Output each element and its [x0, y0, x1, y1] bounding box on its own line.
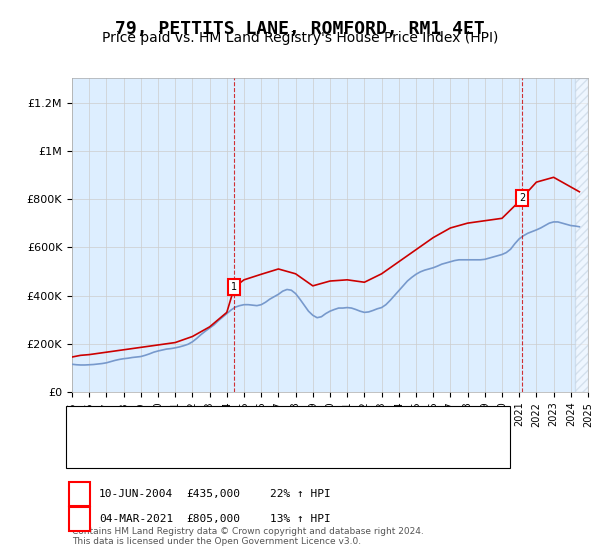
- Text: 79, PETTITS LANE, ROMFORD, RM1 4ET: 79, PETTITS LANE, ROMFORD, RM1 4ET: [115, 20, 485, 38]
- Text: £435,000: £435,000: [186, 489, 240, 499]
- Text: 2: 2: [519, 193, 525, 203]
- Bar: [575, 78, 588, 392]
- Text: 13% ↑ HPI: 13% ↑ HPI: [270, 514, 331, 524]
- Text: 22% ↑ HPI: 22% ↑ HPI: [270, 489, 331, 499]
- Text: Price paid vs. HM Land Registry's House Price Index (HPI): Price paid vs. HM Land Registry's House …: [102, 31, 498, 45]
- Text: 2: 2: [76, 514, 83, 524]
- Text: 1: 1: [76, 489, 83, 499]
- Text: 79, PETTITS LANE, ROMFORD, RM1 4ET (detached house): 79, PETTITS LANE, ROMFORD, RM1 4ET (deta…: [114, 420, 412, 430]
- Text: 10-JUN-2004: 10-JUN-2004: [99, 489, 173, 499]
- Text: £805,000: £805,000: [186, 514, 240, 524]
- Text: Contains HM Land Registry data © Crown copyright and database right 2024.
This d: Contains HM Land Registry data © Crown c…: [72, 526, 424, 546]
- Text: HPI: Average price, detached house, Havering: HPI: Average price, detached house, Have…: [114, 441, 354, 451]
- Text: 04-MAR-2021: 04-MAR-2021: [99, 514, 173, 524]
- Text: 1: 1: [232, 282, 238, 292]
